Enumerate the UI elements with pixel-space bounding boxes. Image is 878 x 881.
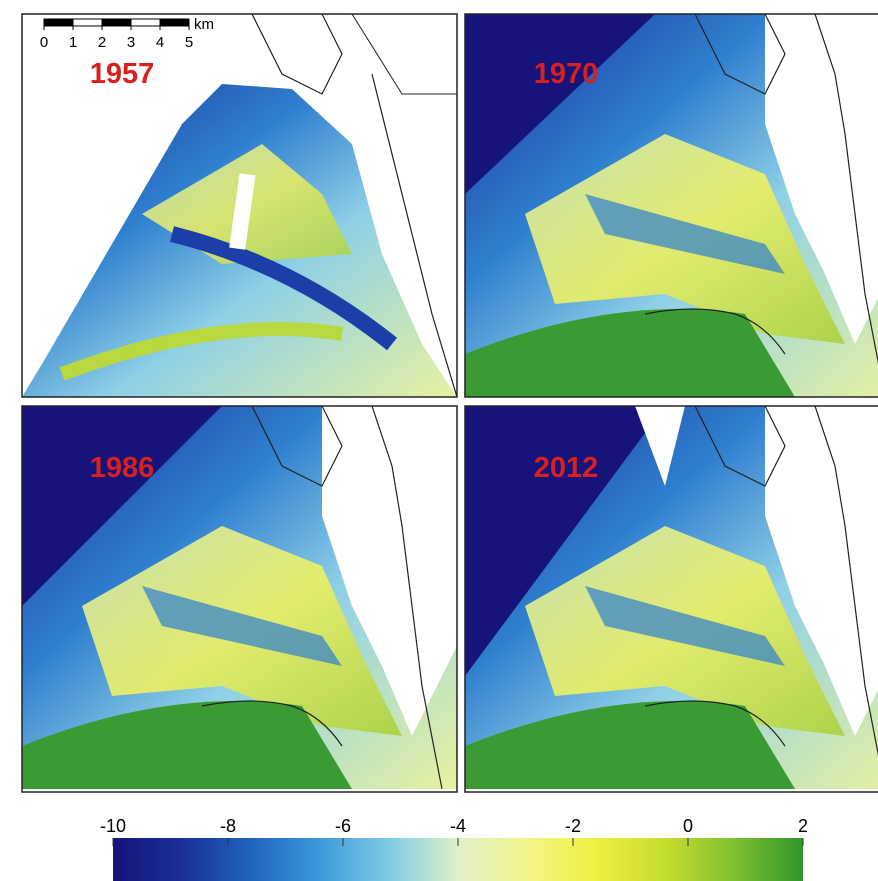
scale-label: 1 <box>69 34 77 51</box>
map-panel <box>22 14 457 397</box>
panel-year: 1986 <box>90 452 155 484</box>
colorbar-label: 2 <box>798 816 808 836</box>
map-panel <box>465 406 878 792</box>
panel-year: 2012 <box>534 452 599 484</box>
figure: 1957 1970 1986 2012 km 0 1 2 3 4 5 -10 -8 -6 -4 -… <box>0 0 878 881</box>
colorbar-label: -6 <box>335 816 351 836</box>
scale-label: 2 <box>98 34 106 51</box>
scale-segment <box>131 19 160 26</box>
colorbar-label: -4 <box>450 816 466 836</box>
scale-unit: km <box>194 16 214 33</box>
scale-segment <box>160 19 189 26</box>
scale-segment <box>73 19 102 26</box>
scale-label: 3 <box>127 34 135 51</box>
scale-label: 5 <box>185 34 193 51</box>
scale-label: 0 <box>40 34 48 51</box>
map-panel <box>22 406 457 792</box>
panel-year: 1957 <box>90 58 155 90</box>
scale-segment <box>102 19 131 26</box>
scale-segment <box>44 19 73 26</box>
colorbar-label: -10 <box>100 816 126 836</box>
colorbar-label: 0 <box>683 816 693 836</box>
colorbar-label: -8 <box>220 816 236 836</box>
scale-label: 4 <box>156 34 164 51</box>
colorbar-label: -2 <box>565 816 581 836</box>
map-panel <box>465 14 878 397</box>
panel-year: 1970 <box>534 58 599 90</box>
